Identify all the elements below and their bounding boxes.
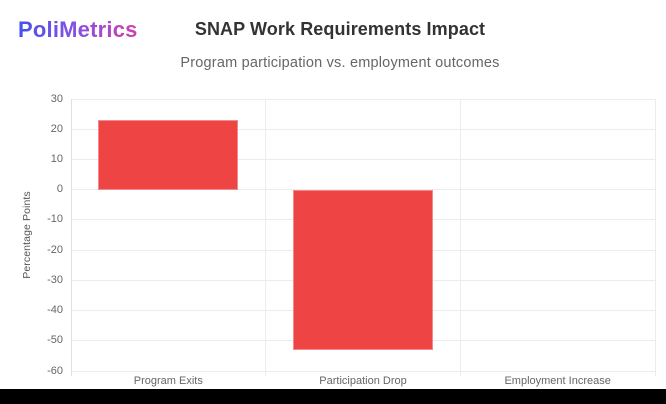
y-axis-tick: -30 (47, 273, 63, 286)
y-axis-tick: -50 (47, 334, 63, 347)
gridline (265, 99, 267, 376)
chart-subtitle: Program participation vs. employment out… (180, 55, 500, 71)
x-axis-label: Employment Increase (504, 375, 611, 387)
bar-participation-drop[interactable] (292, 189, 434, 350)
y-axis-title: Percentage Points (21, 191, 33, 279)
gridline (71, 158, 655, 160)
chart-title: SNAP Work Requirements Impact (194, 19, 486, 39)
gridline (654, 99, 656, 376)
y-axis-tick: 0 (56, 183, 63, 196)
y-axis-line (70, 99, 72, 376)
y-axis-tick: 10 (50, 152, 63, 165)
chart-header: SNAP Work Requirements Impact Program pa… (0, 0, 666, 71)
gridline (459, 99, 461, 376)
bottom-black-bar (0, 389, 666, 404)
y-axis-tick: -10 (47, 213, 63, 226)
y-axis-tick: 20 (50, 122, 63, 135)
y-axis-tick: -40 (47, 304, 63, 317)
gridline (71, 128, 655, 130)
y-axis-tick: -20 (47, 243, 63, 256)
polimetrics-logo: PoliMetrics (18, 17, 138, 42)
gridline (71, 98, 655, 100)
x-axis-label: Participation Drop (319, 375, 407, 387)
y-axis-tick: -60 (47, 364, 63, 377)
bar-program-exits[interactable] (98, 120, 239, 190)
x-axis-label: Program Exits (133, 375, 203, 387)
y-axis-tick: 30 (50, 92, 63, 105)
gridline (71, 370, 655, 372)
